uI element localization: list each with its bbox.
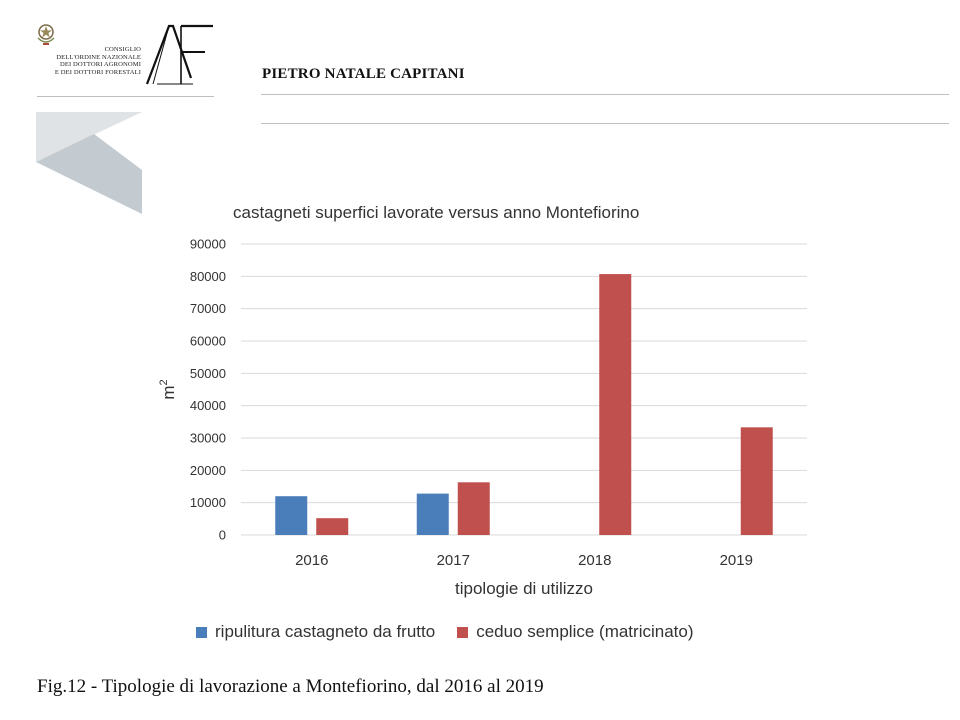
af-logo-mark — [145, 24, 213, 85]
council-line: CONSIGLIO — [104, 46, 141, 53]
y-axis-title: m2 — [158, 379, 178, 399]
x-tick-label: 2017 — [437, 552, 470, 569]
y-axis-title-unit: m — [159, 385, 178, 399]
legend-label: ceduo semplice (matricinato) — [476, 622, 694, 641]
header-divider — [261, 94, 949, 95]
legend-label: ripulitura castagneto da frutto — [215, 622, 436, 641]
author-name: PIETRO NATALE CAPITANI — [262, 66, 465, 82]
x-axis-title: tipologie di utilizzo — [455, 579, 593, 598]
legend-item-series1: ripulitura castagneto da frutto — [196, 622, 435, 642]
council-name: CONSIGLIO DELL'ORDINE NAZIONALE DEI DOTT… — [35, 46, 141, 76]
council-logo: CONSIGLIO DELL'ORDINE NAZIONALE DEI DOTT… — [35, 18, 215, 98]
x-axis-ticks: 2016 2017 2018 2019 — [295, 552, 753, 569]
y-axis-ticks: 0 10000 20000 30000 40000 50000 60000 70000 8000… — [190, 237, 226, 543]
legend-swatch — [196, 626, 207, 638]
y-tick-label: 70000 — [190, 301, 226, 316]
x-tick-label: 2016 — [295, 552, 328, 569]
gridlines — [241, 243, 807, 536]
y-tick-label: 50000 — [190, 366, 226, 381]
bar-series2-2019 — [740, 427, 773, 535]
chevron-decoration — [36, 112, 142, 214]
y-tick-label: 40000 — [190, 398, 226, 413]
x-tick-label: 2019 — [720, 552, 753, 569]
y-tick-label: 80000 — [190, 269, 226, 284]
y-tick-label: 30000 — [190, 431, 226, 446]
legend-item-series2: ceduo semplice (matricinato) — [457, 622, 694, 642]
bars — [275, 274, 773, 535]
republic-emblem-icon — [37, 24, 55, 45]
header-divider-lower — [261, 123, 949, 124]
chart-title: castagneti superfici lavorate versus ann… — [233, 203, 640, 222]
bar-series2-2016 — [316, 518, 349, 535]
legend-swatch — [457, 626, 469, 638]
council-line: E DEI DOTTORI FORESTALI — [54, 68, 141, 76]
y-tick-label: 0 — [219, 528, 226, 543]
figure-caption: Fig.12 - Tipologie di lavorazione a Mont… — [37, 676, 544, 697]
bar-series2-2017 — [457, 482, 490, 535]
bar-series2-2018 — [599, 274, 632, 535]
y-tick-label: 90000 — [190, 237, 226, 252]
council-line: DEI DOTTORI AGRONOMI — [60, 61, 141, 69]
bar-series1-2017 — [416, 493, 449, 535]
y-tick-label: 10000 — [190, 495, 226, 510]
y-tick-label: 20000 — [190, 463, 226, 478]
logo-divider — [37, 96, 214, 97]
y-tick-label: 60000 — [190, 334, 226, 349]
bar-chart: 0 10000 20000 30000 40000 50000 60000 70000 8000… — [150, 230, 830, 610]
y-axis-title-superscript: 2 — [158, 379, 170, 385]
chart-legend: ripulitura castagneto da frutto ceduo se… — [196, 622, 716, 642]
x-tick-label: 2018 — [578, 552, 611, 569]
council-line: DELL'ORDINE NAZIONALE — [56, 53, 141, 61]
bar-series1-2016 — [275, 496, 308, 535]
chart-canvas: 0 10000 20000 30000 40000 50000 60000 70000 8000… — [158, 237, 807, 598]
